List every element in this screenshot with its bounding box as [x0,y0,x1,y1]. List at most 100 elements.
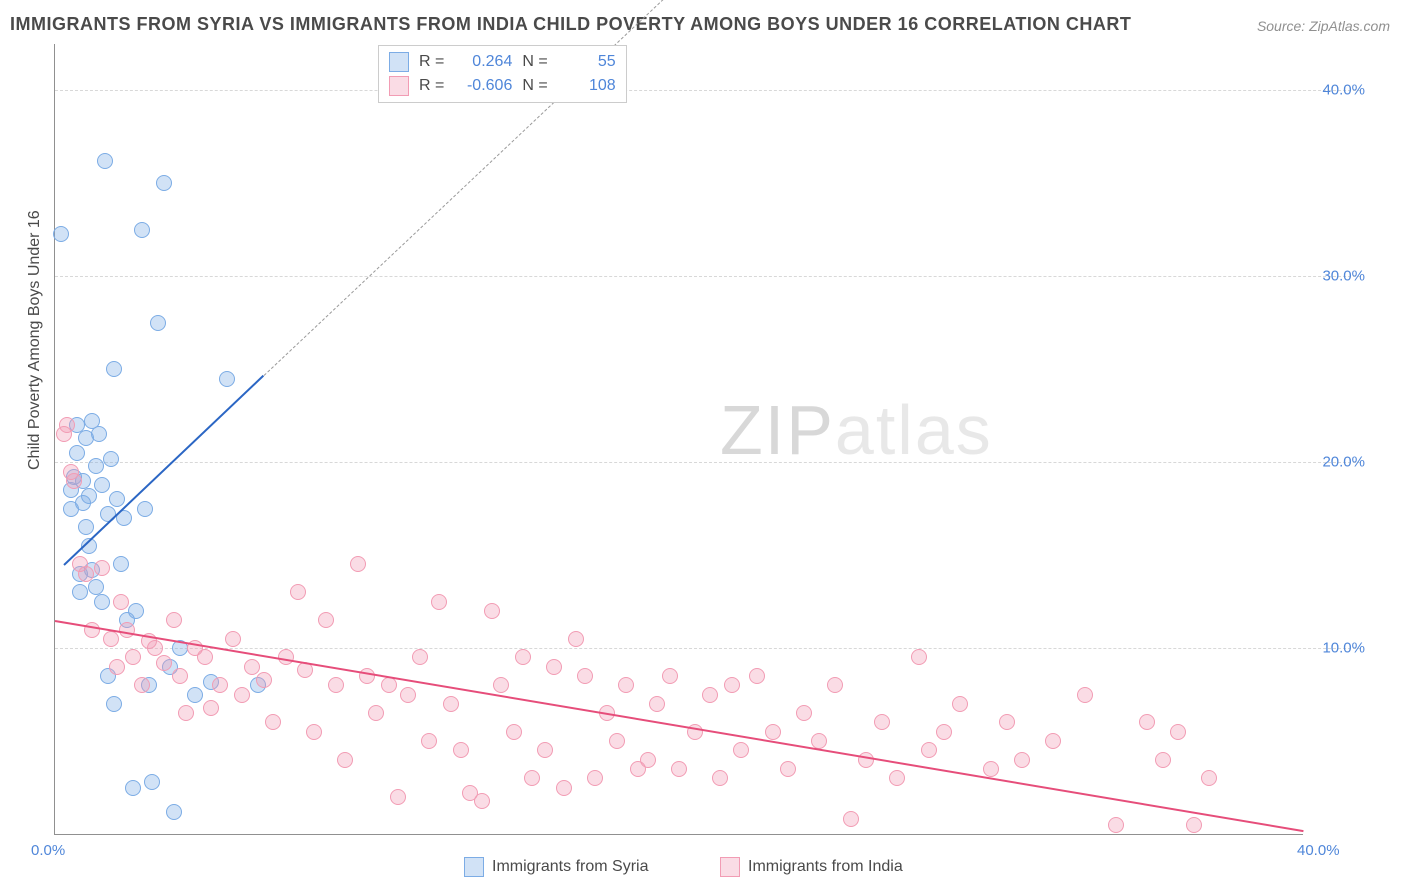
data-point [125,649,141,665]
data-point [874,714,890,730]
data-point [556,780,572,796]
data-point [1201,770,1217,786]
data-point [936,724,952,740]
data-point [474,793,490,809]
data-point [577,668,593,684]
data-point [453,742,469,758]
n-value: 55 [558,53,616,71]
legend-swatch [389,52,409,72]
data-point [234,687,250,703]
data-point [702,687,718,703]
data-point [219,371,235,387]
data-point [212,677,228,693]
data-point [337,752,353,768]
data-point [568,631,584,647]
data-point [166,804,182,820]
data-point [290,584,306,600]
data-point [94,594,110,610]
gridline [55,648,1361,649]
x-tick-label: 0.0% [31,842,65,859]
data-point [1186,817,1202,833]
data-point [328,677,344,693]
data-point [999,714,1015,730]
data-point [537,742,553,758]
data-point [91,426,107,442]
data-point [53,226,69,242]
data-point [125,780,141,796]
data-point [81,488,97,504]
data-point [733,742,749,758]
y-axis-label: Child Poverty Among Boys Under 16 [26,210,44,470]
data-point [88,579,104,595]
data-point [431,594,447,610]
correlation-stats-box: R =0.264N =55R =-0.606N =108 [378,45,627,103]
data-point [1045,733,1061,749]
data-point [59,417,75,433]
data-point [811,733,827,749]
data-point [443,696,459,712]
data-point [796,705,812,721]
data-point [137,501,153,517]
data-point [147,640,163,656]
data-point [103,451,119,467]
stats-row: R =-0.606N =108 [389,74,616,98]
data-point [88,458,104,474]
data-point [225,631,241,647]
data-point [350,556,366,572]
data-point [84,622,100,638]
data-point [843,811,859,827]
data-point [780,761,796,777]
data-point [749,668,765,684]
data-point [1170,724,1186,740]
data-point [78,566,94,582]
data-point [765,724,781,740]
data-point [952,696,968,712]
data-point [827,677,843,693]
data-point [609,733,625,749]
data-point [712,770,728,786]
data-point [113,594,129,610]
data-point [109,659,125,675]
data-point [524,770,540,786]
data-point [515,649,531,665]
y-tick-label: 40.0% [1322,82,1365,99]
data-point [113,556,129,572]
data-point [506,724,522,740]
data-point [78,519,94,535]
data-point [1139,714,1155,730]
source-attribution: Source: ZipAtlas.com [1257,18,1390,34]
x-tick-label: 40.0% [1297,842,1340,859]
data-point [72,584,88,600]
data-point [484,603,500,619]
stats-row: R =0.264N =55 [389,50,616,74]
y-tick-label: 30.0% [1322,268,1365,285]
data-point [546,659,562,675]
data-point [493,677,509,693]
data-point [172,668,188,684]
data-point [724,677,740,693]
data-point [66,473,82,489]
data-point [983,761,999,777]
r-value: 0.264 [454,53,512,71]
y-tick-label: 20.0% [1322,454,1365,471]
data-point [381,677,397,693]
legend-swatch [464,857,484,877]
data-point [166,612,182,628]
data-point [1077,687,1093,703]
data-point [106,696,122,712]
data-point [94,477,110,493]
r-value: -0.606 [454,77,512,95]
legend-item: Immigrants from Syria [464,857,648,877]
data-point [94,560,110,576]
data-point [156,655,172,671]
data-point [359,668,375,684]
data-point [618,677,634,693]
gridline [55,90,1361,91]
data-point [178,705,194,721]
data-point [203,700,219,716]
legend-label: Immigrants from Syria [492,858,648,876]
data-point [400,687,416,703]
data-point [150,315,166,331]
data-point [587,770,603,786]
data-point [412,649,428,665]
